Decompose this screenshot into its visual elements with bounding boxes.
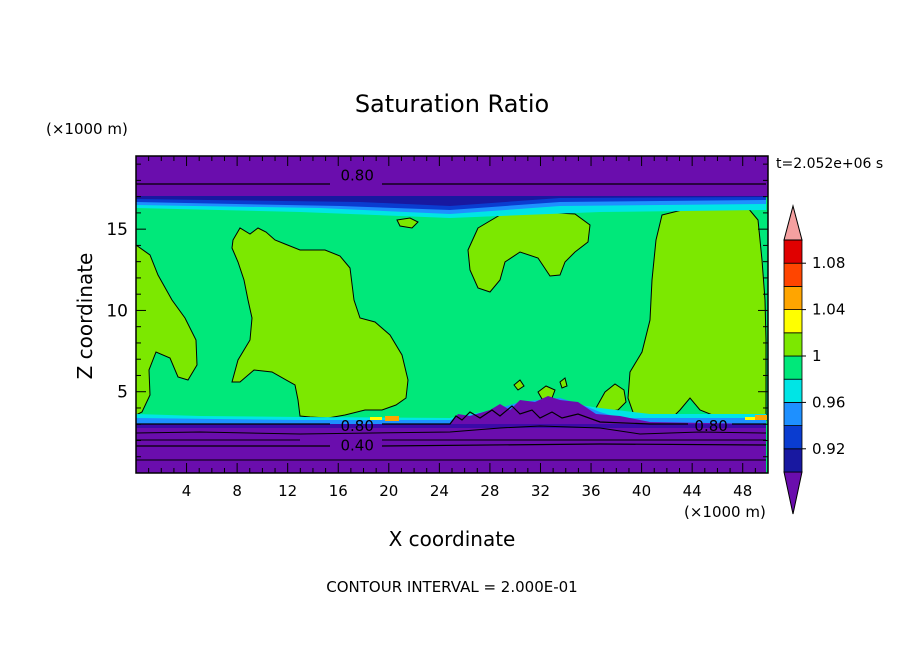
x-unit-label: (×1000 m): [684, 503, 766, 521]
field-lime-left: [136, 244, 198, 416]
y-tick-label: 15: [106, 220, 128, 240]
colorbar-box: [783, 332, 803, 357]
x-axis-label: X coordinate: [389, 527, 516, 551]
contour-line-4: [136, 443, 767, 447]
field-bluepurple-low: [136, 424, 766, 428]
colorbar-box: [783, 401, 803, 426]
colorbar-box: [783, 239, 803, 264]
colorbar-label: 0.92: [812, 440, 845, 458]
x-tick-label: 44: [683, 482, 702, 500]
contour-label: 0.80: [340, 167, 373, 185]
field-yellow-left: [370, 417, 382, 420]
contour-label: 0.80: [694, 417, 727, 435]
x-tick-label: 4: [182, 482, 192, 500]
colorbar-box: [783, 285, 803, 310]
y-axis: 5 10 15: [106, 163, 768, 458]
field-orange-right: [755, 415, 767, 420]
field-lime-blob-2: [537, 385, 556, 400]
colorbar-box: [783, 262, 803, 287]
colorbar-box: [783, 355, 803, 380]
y-tick-label: 5: [117, 383, 128, 403]
field-orange-left: [385, 416, 399, 421]
colorbar-label: 1.04: [812, 301, 845, 319]
colorbar-over-triangle: [783, 204, 803, 241]
footer-contour-interval: CONTOUR INTERVAL = 2.000E-01: [326, 578, 577, 596]
x-tick-label: 12: [278, 482, 297, 500]
colorbar-label: 1.08: [812, 254, 845, 272]
field-lime-blob-3: [396, 217, 419, 229]
colorbar-box: [783, 448, 803, 473]
x-tick-label: 48: [733, 482, 752, 500]
x-tick-label: 28: [480, 482, 499, 500]
contour-labels: 0.800.800.400.80: [340, 167, 727, 455]
field-lime-blob-4: [513, 379, 525, 391]
colorbar-label: 1: [812, 347, 822, 365]
y-tick-label: 10: [106, 301, 128, 321]
colorbar-label: 0.96: [812, 393, 845, 411]
colorbar-under-triangle: [783, 471, 803, 515]
colorbar: 1.08 1.04 1 0.96 0.92: [783, 204, 845, 515]
chart-title: Saturation Ratio: [355, 90, 549, 118]
x-tick-label: 24: [430, 482, 449, 500]
x-tick-label: 8: [232, 482, 242, 500]
field-lime-blob-5: [559, 377, 568, 389]
colorbar-box: [783, 378, 803, 403]
colorbar-box: [783, 425, 803, 450]
field-purple-top: [136, 156, 768, 196]
field-lime-center: [231, 227, 409, 419]
x-tick-label: 40: [632, 482, 651, 500]
x-tick-label: 20: [379, 482, 398, 500]
field-lime-right: [627, 205, 767, 421]
contour-label: 0.40: [340, 436, 373, 454]
x-axis: 4 8 12 16 20 24 28 32 36 40 44 48: [148, 156, 756, 500]
field-lime-top-mid: [467, 211, 591, 293]
x-tick-label: 36: [581, 482, 600, 500]
contour-label: 0.80: [340, 417, 373, 435]
x-tick-label: 32: [531, 482, 550, 500]
field-purple-low: [136, 396, 766, 473]
contour-plot: [136, 156, 768, 473]
contour-line-1: [136, 405, 766, 425]
y-axis-label: Z coordinate: [73, 253, 97, 380]
field-yellow-right: [745, 417, 755, 420]
x-tick-label: 16: [329, 482, 348, 500]
colorbar-box: [783, 309, 803, 334]
contour-line-2: [136, 425, 767, 435]
y-unit-label: (×1000 m): [46, 120, 128, 138]
time-label: t=2.052e+06 s: [776, 156, 883, 172]
